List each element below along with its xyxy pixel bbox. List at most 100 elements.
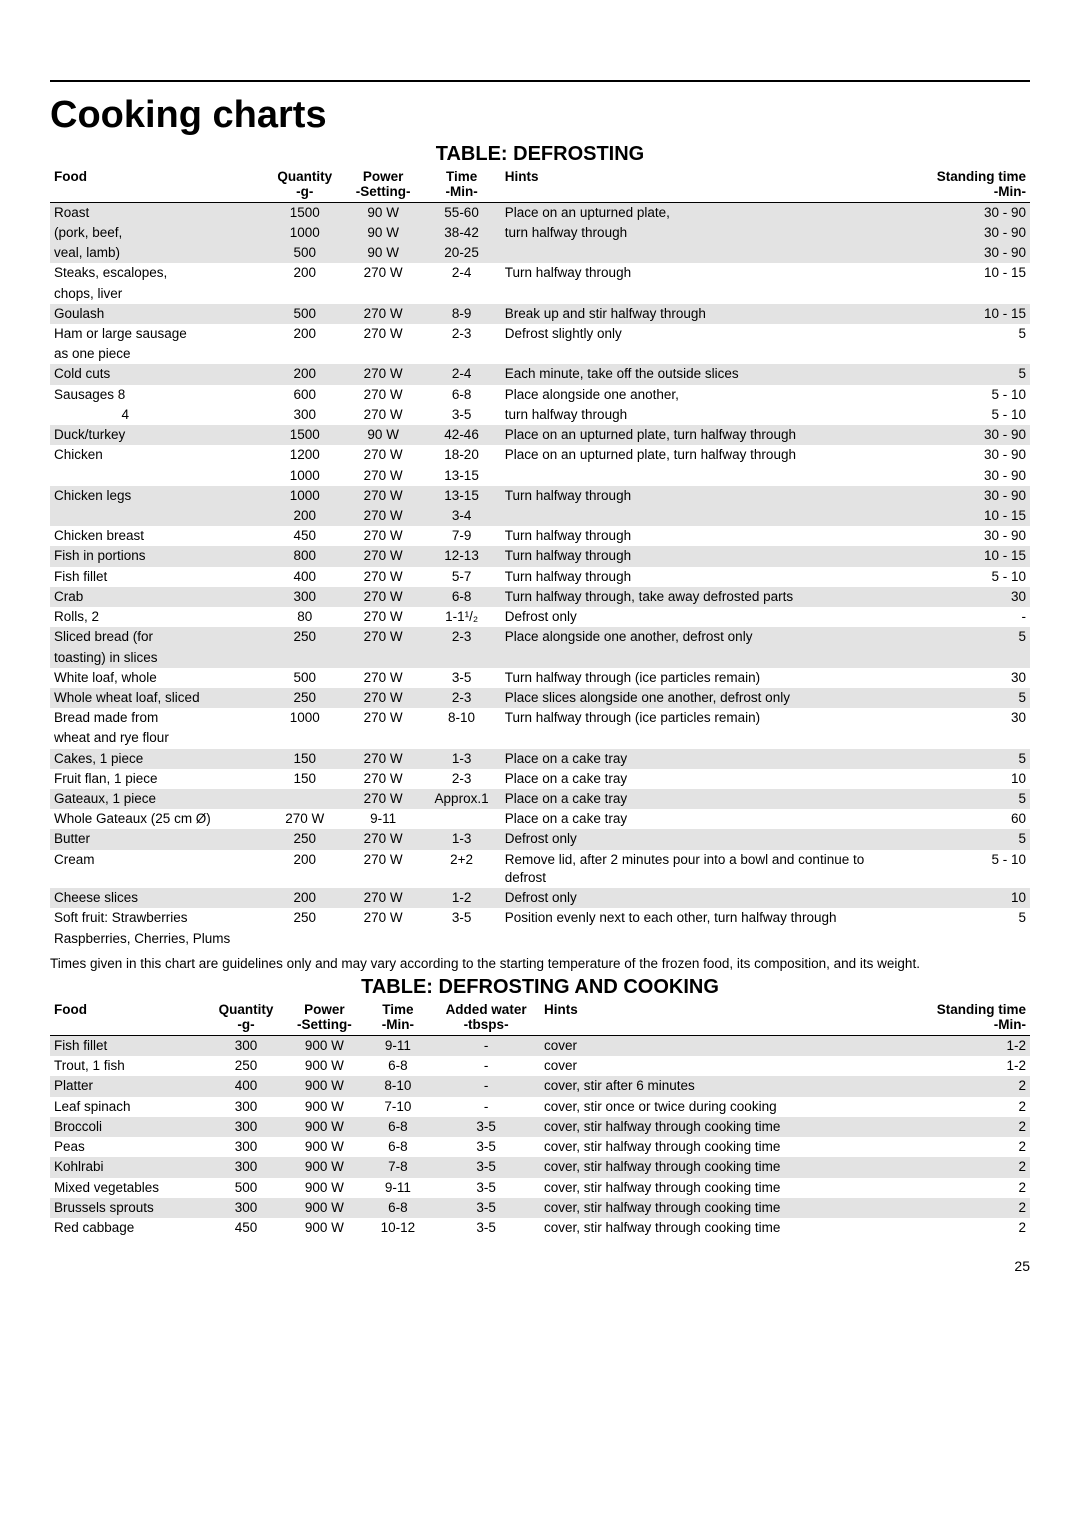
col-food: Food bbox=[50, 168, 266, 202]
cell-hints: cover, stir halfway through cooking time bbox=[540, 1198, 903, 1218]
cell-stand: 5 bbox=[912, 364, 1030, 384]
table-row: Sausages 8600270 W6-8Place alongside one… bbox=[50, 385, 1030, 405]
cell-qty: 250 bbox=[207, 1056, 285, 1076]
cell-power: 270 W bbox=[344, 850, 422, 888]
cell-time: Approx.1 bbox=[422, 789, 500, 809]
page-number: 25 bbox=[50, 1258, 1030, 1274]
cell-qty bbox=[266, 648, 344, 668]
cell-time: 2+2 bbox=[422, 850, 500, 888]
col-power: Power-Setting- bbox=[344, 168, 422, 202]
cell-qty: 450 bbox=[207, 1218, 285, 1238]
cell-time: 5-7 bbox=[422, 567, 500, 587]
cell-food: Crab bbox=[50, 587, 266, 607]
cell-time: 9-11 bbox=[364, 1178, 433, 1198]
cell-stand: 1-2 bbox=[903, 1036, 1030, 1057]
cell-food: toasting) in slices bbox=[50, 648, 266, 668]
defrost-cook-table: Food Quantity-g- Power-Setting- Time-Min… bbox=[50, 1001, 1030, 1238]
top-rule bbox=[50, 80, 1030, 82]
cell-food: Platter bbox=[50, 1076, 207, 1096]
cell-power: 270 W bbox=[344, 263, 422, 283]
col-stand: Standing time-Min- bbox=[903, 1001, 1030, 1035]
cell-hints: Place on an upturned plate, turn halfway… bbox=[501, 425, 913, 445]
cell-power bbox=[344, 344, 422, 364]
cell-hints: Turn halfway through, take away defroste… bbox=[501, 587, 913, 607]
cell-food: Duck/turkey bbox=[50, 425, 266, 445]
cell-power: 90 W bbox=[344, 202, 422, 223]
col-food: Food bbox=[50, 1001, 207, 1035]
cell-qty: 1500 bbox=[266, 425, 344, 445]
cell-power: 270 W bbox=[344, 445, 422, 465]
table-row: Kohlrabi300900 W7-83-5cover, stir halfwa… bbox=[50, 1157, 1030, 1177]
cell-qty: 500 bbox=[266, 243, 344, 263]
cell-stand: 2 bbox=[903, 1157, 1030, 1177]
cell-power: 900 W bbox=[285, 1076, 363, 1096]
table-row: Raspberries, Cherries, Plums bbox=[50, 929, 1030, 949]
cell-power: 270 W bbox=[344, 304, 422, 324]
cell-stand: 2 bbox=[903, 1117, 1030, 1137]
cell-qty: 300 bbox=[207, 1137, 285, 1157]
cell-stand: 5 bbox=[912, 749, 1030, 769]
cell-food bbox=[50, 506, 266, 526]
cell-time: 18-20 bbox=[422, 445, 500, 465]
cell-food: Cheese slices bbox=[50, 888, 266, 908]
table-row: Chicken breast450270 W7-9Turn halfway th… bbox=[50, 526, 1030, 546]
cell-stand: 30 - 90 bbox=[912, 223, 1030, 243]
cell-power: 270 W bbox=[344, 749, 422, 769]
cell-stand: 30 - 90 bbox=[912, 425, 1030, 445]
cell-hints: Defrost slightly only bbox=[501, 324, 913, 344]
cell-qty: 450 bbox=[266, 526, 344, 546]
footnote: Times given in this chart are guidelines… bbox=[50, 955, 1030, 973]
cell-food: Sausages 8 bbox=[50, 385, 266, 405]
cell-stand: 5 bbox=[912, 789, 1030, 809]
table-row: Cakes, 1 piece150270 W1-3Place on a cake… bbox=[50, 749, 1030, 769]
cell-food: Roast bbox=[50, 202, 266, 223]
cell-time: 1-1¹/₂ bbox=[422, 607, 500, 627]
table-row: Cheese slices200270 W1-2Defrost only10 bbox=[50, 888, 1030, 908]
cell-power: 270 W bbox=[344, 567, 422, 587]
cell-hints: cover, stir halfway through cooking time bbox=[540, 1117, 903, 1137]
cell-qty: 150 bbox=[266, 769, 344, 789]
cell-stand: 2 bbox=[903, 1137, 1030, 1157]
cell-time: 6-8 bbox=[364, 1056, 433, 1076]
cell-hints: cover, stir halfway through cooking time bbox=[540, 1178, 903, 1198]
cell-food: Sliced bread (for bbox=[50, 627, 266, 647]
table-row: Chicken legs1000270 W13-15Turn halfway t… bbox=[50, 486, 1030, 506]
cell-qty: 250 bbox=[266, 627, 344, 647]
table-row: Trout, 1 fish250900 W6-8-cover1-2 bbox=[50, 1056, 1030, 1076]
cell-stand: 10 bbox=[912, 769, 1030, 789]
table-row: chops, liver bbox=[50, 284, 1030, 304]
cell-food: Whole wheat loaf, sliced bbox=[50, 688, 266, 708]
table-row: toasting) in slices bbox=[50, 648, 1030, 668]
cell-stand: 60 bbox=[912, 809, 1030, 829]
cell-time: 38-42 bbox=[422, 223, 500, 243]
table-row: Bread made from1000270 W8-10Turn halfway… bbox=[50, 708, 1030, 728]
cell-power: 270 W bbox=[344, 526, 422, 546]
cell-qty: 300 bbox=[207, 1097, 285, 1117]
cell-stand: 5 bbox=[912, 324, 1030, 344]
cell-qty: 300 bbox=[266, 405, 344, 425]
col-hints: Hints bbox=[501, 168, 913, 202]
table-row: White loaf, whole500270 W3-5Turn halfway… bbox=[50, 668, 1030, 688]
cell-food: Fish fillet bbox=[50, 567, 266, 587]
cell-time: 3-4 bbox=[422, 506, 500, 526]
cell-food: Mixed vegetables bbox=[50, 1178, 207, 1198]
cell-qty: 250 bbox=[266, 908, 344, 928]
cell-time: 8-10 bbox=[422, 708, 500, 728]
cell-power: 90 W bbox=[344, 243, 422, 263]
cell-food: Fish fillet bbox=[50, 1036, 207, 1057]
cell-hints: cover, stir after 6 minutes bbox=[540, 1076, 903, 1096]
cell-power: 270 W bbox=[344, 506, 422, 526]
cell-power: 900 W bbox=[285, 1157, 363, 1177]
cell-stand bbox=[912, 728, 1030, 748]
cell-time bbox=[422, 344, 500, 364]
table-row: 1000270 W13-1530 - 90 bbox=[50, 466, 1030, 486]
cell-hints: Place on a cake tray bbox=[501, 769, 913, 789]
cell-power: 270 W bbox=[344, 607, 422, 627]
cell-hints: Turn halfway through bbox=[501, 486, 913, 506]
cell-hints: Place alongside one another, bbox=[501, 385, 913, 405]
cell-stand: 30 bbox=[912, 668, 1030, 688]
table-row: Rolls, 280270 W1-1¹/₂Defrost only- bbox=[50, 607, 1030, 627]
cell-qty: 500 bbox=[266, 304, 344, 324]
cell-stand: 5 - 10 bbox=[912, 405, 1030, 425]
cell-food: Soft fruit: Strawberries bbox=[50, 908, 266, 928]
